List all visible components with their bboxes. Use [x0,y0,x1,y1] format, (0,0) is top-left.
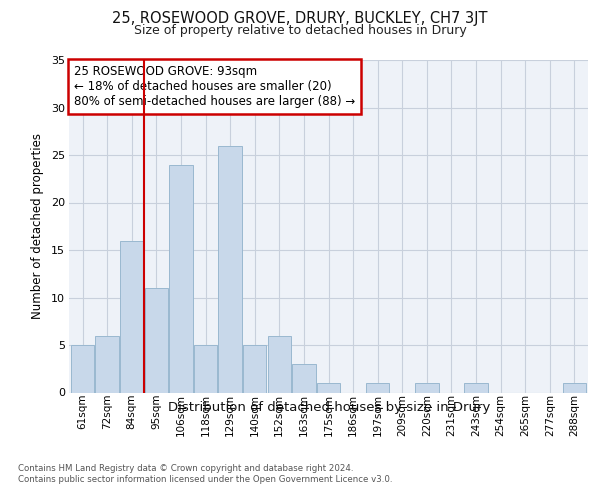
Text: Size of property relative to detached houses in Drury: Size of property relative to detached ho… [134,24,466,37]
Bar [317,383,340,392]
Bar [243,345,266,393]
Bar [71,345,94,393]
Bar [292,364,316,392]
Bar [366,383,389,392]
Bar [563,383,586,392]
Bar [95,336,119,392]
Y-axis label: Number of detached properties: Number of detached properties [31,133,44,320]
Bar [145,288,168,393]
Bar [464,383,488,392]
Bar [268,336,291,392]
Bar [169,164,193,392]
Bar [120,240,143,392]
Text: Distribution of detached houses by size in Drury: Distribution of detached houses by size … [167,401,490,414]
Text: Contains public sector information licensed under the Open Government Licence v3: Contains public sector information licen… [18,475,392,484]
Text: 25 ROSEWOOD GROVE: 93sqm
← 18% of detached houses are smaller (20)
80% of semi-d: 25 ROSEWOOD GROVE: 93sqm ← 18% of detach… [74,65,355,108]
Bar [218,146,242,392]
Text: Contains HM Land Registry data © Crown copyright and database right 2024.: Contains HM Land Registry data © Crown c… [18,464,353,473]
Text: 25, ROSEWOOD GROVE, DRURY, BUCKLEY, CH7 3JT: 25, ROSEWOOD GROVE, DRURY, BUCKLEY, CH7 … [112,11,488,26]
Bar [194,345,217,393]
Bar [415,383,439,392]
